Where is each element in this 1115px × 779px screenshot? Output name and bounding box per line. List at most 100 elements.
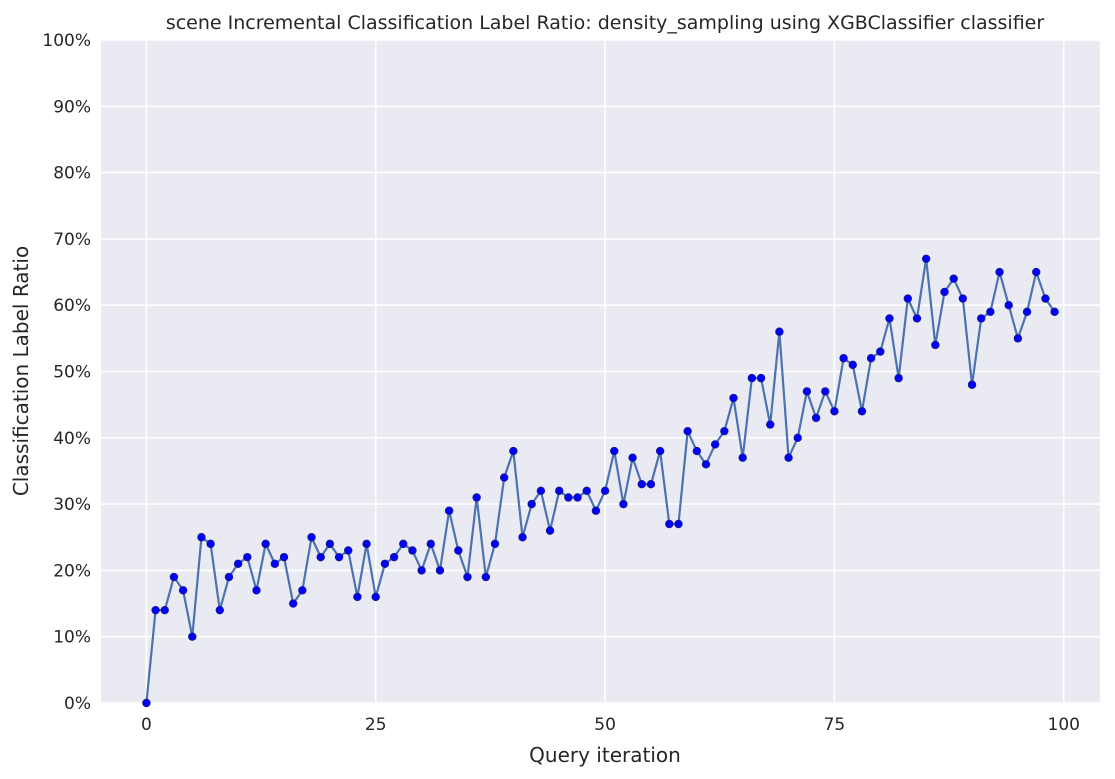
data-point — [720, 426, 729, 436]
data-point — [270, 559, 280, 568]
data-point — [1004, 301, 1013, 310]
data-point — [344, 546, 353, 555]
data-point — [701, 460, 711, 469]
data-point — [536, 486, 546, 496]
data-point — [839, 354, 848, 363]
data-point — [738, 453, 747, 462]
data-point — [958, 294, 968, 303]
data-point — [178, 586, 188, 595]
data-point — [665, 519, 674, 529]
x-tick-label: 0 — [141, 715, 152, 735]
y-tick-label: 50% — [53, 363, 91, 383]
data-point — [307, 533, 316, 542]
chart-title: scene Incremental Classification Label R… — [166, 12, 1045, 34]
data-point — [160, 605, 169, 615]
data-point — [857, 407, 867, 416]
data-point — [151, 605, 160, 615]
data-point — [334, 552, 344, 562]
y-tick-labels: 0% 10% 20% 30% 40% 50% 60% 70% 80% 90% 100% — [42, 31, 91, 714]
y-tick-label: 100% — [42, 31, 91, 51]
data-point — [243, 552, 252, 562]
x-tick-labels: 0 25 50 75 100 — [141, 715, 1080, 735]
data-point — [1022, 307, 1032, 317]
data-point — [582, 486, 591, 496]
data-point — [848, 360, 857, 370]
data-point — [591, 506, 601, 515]
data-point — [435, 566, 445, 575]
data-point — [288, 599, 298, 608]
series-group — [142, 254, 1059, 708]
data-point — [674, 519, 683, 529]
data-point — [1032, 267, 1041, 277]
data-point — [564, 493, 573, 502]
data-point — [610, 446, 619, 456]
data-point — [766, 420, 775, 429]
data-point — [876, 347, 885, 356]
data-point — [408, 546, 417, 555]
x-tick-label: 100 — [1048, 715, 1080, 735]
data-point — [490, 539, 500, 549]
data-point — [573, 493, 582, 502]
data-point — [646, 480, 656, 489]
data-point — [756, 373, 766, 383]
data-point — [628, 453, 637, 462]
data-point — [325, 539, 335, 549]
data-point — [545, 526, 555, 535]
data-point — [1041, 294, 1050, 303]
data-point — [931, 340, 940, 350]
y-tick-label: 30% — [53, 495, 91, 515]
data-point — [197, 533, 206, 542]
y-tick-label: 90% — [53, 97, 91, 117]
series-line — [145, 257, 1056, 704]
data-point — [472, 493, 481, 502]
data-point — [371, 592, 380, 602]
data-point — [986, 307, 995, 317]
data-point — [940, 287, 949, 297]
x-tick-label: 25 — [365, 715, 387, 735]
data-point — [353, 592, 362, 602]
x-axis-label: Query iteration — [529, 743, 681, 767]
data-point — [527, 499, 536, 509]
data-point — [619, 499, 628, 509]
data-point — [885, 314, 894, 323]
data-point — [793, 433, 802, 442]
data-point — [399, 539, 408, 549]
data-point — [252, 586, 261, 595]
data-point — [463, 572, 472, 582]
y-tick-label: 60% — [53, 296, 91, 316]
data-point — [903, 294, 913, 303]
data-point — [316, 552, 325, 562]
data-point — [866, 354, 876, 363]
data-point — [1013, 334, 1023, 343]
data-point — [683, 426, 692, 436]
data-point — [775, 327, 784, 336]
data-point — [830, 407, 839, 416]
data-point — [555, 486, 564, 496]
data-point — [261, 539, 270, 549]
data-point — [454, 546, 463, 555]
data-point — [912, 314, 922, 323]
data-point — [977, 314, 986, 323]
data-point — [802, 387, 812, 396]
data-point — [499, 473, 509, 482]
data-point — [426, 539, 435, 549]
data-point — [729, 393, 738, 403]
data-point — [142, 698, 151, 708]
data-point — [509, 446, 518, 456]
data-point — [894, 373, 903, 383]
data-point — [362, 539, 371, 549]
y-tick-label: 40% — [53, 429, 91, 449]
data-point — [995, 267, 1004, 277]
y-tick-label: 20% — [53, 561, 91, 581]
data-point — [1050, 307, 1059, 317]
data-point — [967, 380, 977, 389]
data-point — [389, 552, 399, 562]
data-point — [784, 453, 793, 462]
data-point — [637, 480, 646, 489]
data-point — [215, 605, 224, 615]
data-point — [949, 274, 958, 283]
data-point — [518, 533, 527, 542]
data-point — [481, 572, 491, 582]
y-tick-label: 80% — [53, 164, 91, 184]
